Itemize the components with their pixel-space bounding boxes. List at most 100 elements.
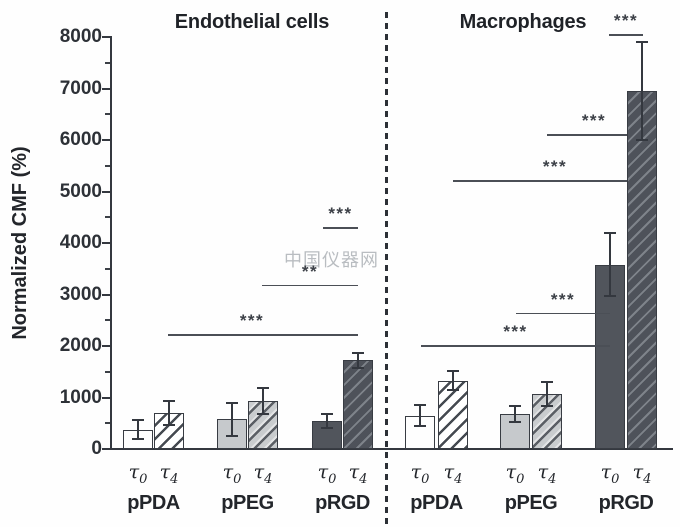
x-tick-label-tau0: τ0 [123,461,153,486]
error-bar-cap-top [509,405,521,408]
error-bar [262,388,264,414]
error-bar-cap-bottom [604,295,616,298]
error-bar [609,233,611,297]
error-bar-cap-bottom [163,423,175,426]
error-bar-cap-top [163,400,175,403]
significance-label: *** [239,311,265,331]
tau-subscript: 0 [139,471,148,487]
y-axis-label: Normalized CMF (%) [9,146,31,340]
tau-symbol: τ [600,461,612,483]
error-bar-cap-top [321,413,333,416]
x-tick-label-tau0: τ0 [500,461,530,486]
error-bar-cap-top [447,369,459,372]
x-tick-label-tau4: τ4 [532,461,562,486]
panel-separator-dashed-line [385,12,388,525]
y-axis [110,36,112,450]
y-axis-tick-label: 5000 [59,180,102,202]
error-bar [419,405,421,426]
panel-title-macrophages: Macrophages [459,11,587,33]
error-bar-cap-top [226,401,238,404]
x-tick-label-tau0: τ0 [312,461,342,486]
y-axis-major-tick [102,396,110,399]
significance-line [516,312,610,315]
y-axis-minor-tick [105,267,110,270]
y-axis-tick-label: 6000 [59,129,102,150]
y-axis-tick-label: 8000 [59,26,102,47]
y-axis-minor-tick [105,61,110,64]
significance-line [547,134,627,136]
error-bar [231,402,233,436]
tau-symbol: τ [348,461,360,483]
x-group-label-ppeg: pPEG [221,492,274,514]
significance-line [168,334,358,336]
y-axis-tick-label: 2000 [59,335,102,356]
y-axis-tick-label: 4000 [59,232,102,253]
tau-symbol: τ [159,461,171,483]
x-tick-label-tau4: τ4 [343,461,373,486]
significance-line [453,180,627,182]
tau-symbol: τ [537,461,549,483]
error-bar [357,352,359,369]
x-group-label-ppda: pPDA [410,492,463,514]
bar-prgd-tau4 [343,360,373,449]
y-axis-major-tick [102,345,110,347]
error-bar-cap-bottom [509,420,521,423]
tau-symbol: τ [222,461,234,483]
tau-symbol: τ [505,461,517,483]
x-tick-label-tau0: τ0 [217,461,247,486]
x-group-label-prgd: pRGD [598,492,654,514]
significance-label: *** [542,157,568,177]
panel-title-endothelial-cells: Endothelial cells [174,11,330,33]
tau-subscript: 0 [611,471,620,487]
significance-label: *** [503,322,528,342]
y-axis-major-tick [102,293,110,296]
error-bar-cap-bottom [321,426,333,429]
tau-symbol: τ [253,461,265,483]
error-bar-cap-top [257,387,269,390]
error-bar [168,401,170,425]
error-bar-cap-top [604,232,616,235]
bar-ppeg-tau4 [532,393,562,449]
error-bar-cap-bottom [447,389,459,392]
y-axis-tick-label: 3000 [59,283,102,305]
error-bar-cap-bottom [132,438,144,441]
error-bar-cap-bottom [414,424,426,427]
y-axis-major-tick [102,448,110,450]
x-axis [110,448,673,450]
bar-prgd-tau4 [627,91,657,449]
tau-subscript: 0 [516,471,525,487]
significance-label: *** [613,10,639,30]
x-tick-label-tau0: τ0 [595,461,625,486]
error-bar-cap-top [132,419,144,422]
tau-symbol: τ [128,461,140,483]
watermark-text: 中国仪器网 [284,250,379,270]
tau-subscript: 4 [359,471,368,487]
x-tick-label-tau4: τ4 [248,461,278,486]
y-axis-minor-tick [105,164,110,167]
error-bar-cap-bottom [636,139,648,141]
tau-subscript: 0 [328,471,337,487]
tau-subscript: 4 [643,471,652,487]
tau-subscript: 4 [548,471,557,487]
y-axis-tick-label: 1000 [59,386,102,408]
tau-subscript: 4 [264,471,273,487]
x-tick-label-tau0: τ0 [405,461,435,486]
tau-subscript: 4 [454,471,463,487]
y-axis-minor-tick [105,113,110,116]
tau-symbol: τ [317,461,329,483]
error-bar [546,382,548,406]
y-axis-tick-label: 7000 [59,77,102,99]
y-axis-minor-tick [105,422,110,425]
error-bar-cap-bottom [257,412,269,415]
significance-line [609,33,643,36]
y-axis-major-tick [102,36,110,38]
error-bar-cap-top [636,41,648,44]
bar-prgd-tau0 [595,264,625,449]
x-tick-label-tau4: τ4 [154,461,184,486]
error-bar-cap-bottom [352,367,364,370]
error-bar-cap-top [541,381,553,384]
tau-subscript: 4 [170,471,179,487]
y-axis-minor-tick [105,216,110,219]
y-axis-major-tick [102,139,110,141]
